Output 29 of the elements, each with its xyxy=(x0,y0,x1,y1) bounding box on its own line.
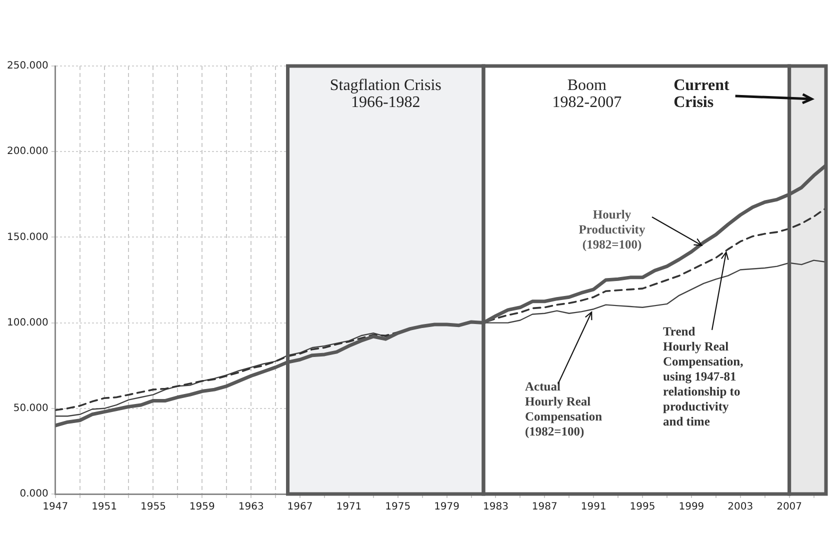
text: Actual Hourly Real Compensation (1982=100) xyxy=(525,379,602,438)
x-tick-label: 2003 xyxy=(728,502,754,513)
y-tick-label: 100.000 xyxy=(6,317,48,328)
band-label: Boom 1982-2007 xyxy=(552,77,622,112)
x-tick-label: 1955 xyxy=(140,502,166,513)
y-tick-label: 150.000 xyxy=(6,232,48,243)
x-tick-label: 1947 xyxy=(42,502,68,513)
x-tick-label: 1999 xyxy=(678,502,704,513)
x-tick-label: 1959 xyxy=(189,502,215,513)
x-tick-label: 1963 xyxy=(238,502,264,513)
x-tick-label: 1979 xyxy=(434,502,460,513)
x-tick-label: 1987 xyxy=(532,502,558,513)
x-tick-label: 1971 xyxy=(336,502,362,513)
y-tick-label: 250.000 xyxy=(6,60,48,72)
x-tick-label: 1995 xyxy=(630,502,656,513)
x-tick-label: 1991 xyxy=(580,502,606,513)
band-label: Current Crisis xyxy=(674,77,730,112)
text: Trend Hourly Real Compensation, using 1947-81 relationship to productivity and time xyxy=(663,324,744,428)
x-tick-label: 2007 xyxy=(776,502,802,513)
line-series xyxy=(55,207,826,412)
x-tick-label: 1951 xyxy=(92,502,118,513)
series-label: Hourly Productivity (1982=100) xyxy=(578,207,646,252)
x-tick-label: 1967 xyxy=(287,502,313,513)
band-label: Stagflation Crisis 1966-1982 xyxy=(330,77,442,112)
y-tick-label: 50.000 xyxy=(13,402,48,414)
y-tick-label: 200.000 xyxy=(6,146,48,158)
x-tick-label: 1983 xyxy=(482,502,508,513)
x-tick-label: 1975 xyxy=(385,502,411,513)
y-tick-label: 0.000 xyxy=(20,488,48,500)
